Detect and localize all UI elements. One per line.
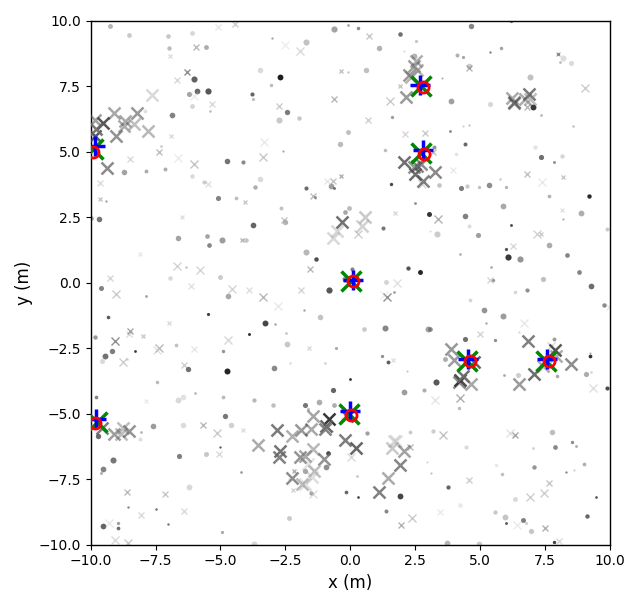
X-axis label: x (m): x (m) (328, 574, 372, 592)
Y-axis label: y (m): y (m) (15, 260, 33, 305)
